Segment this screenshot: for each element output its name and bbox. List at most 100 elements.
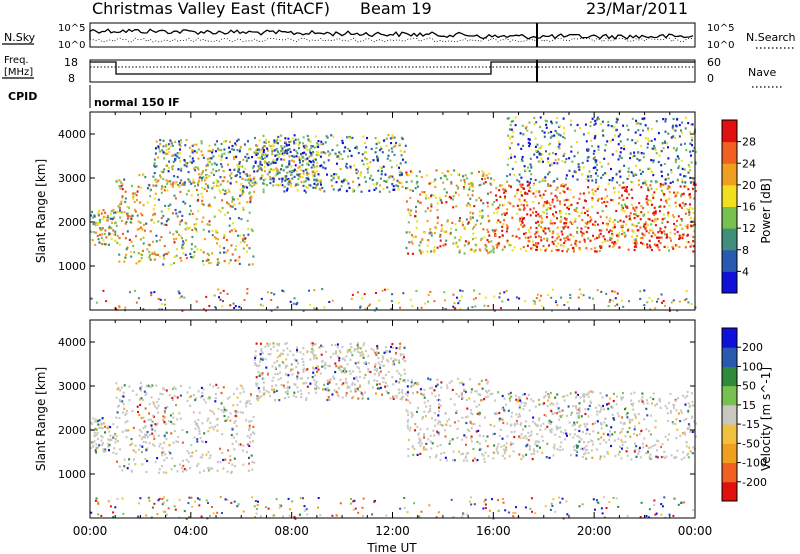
echo-cell	[474, 223, 477, 226]
echo-cell	[337, 366, 340, 370]
echo-cell	[563, 304, 566, 306]
echo-cell	[150, 294, 153, 297]
echo-cell	[124, 237, 127, 240]
echo-cell	[311, 376, 314, 379]
echo-cell	[213, 294, 216, 297]
echo-cell	[208, 426, 211, 429]
echo-cell	[221, 180, 224, 183]
echo-cell	[560, 210, 563, 213]
echo-cell	[516, 204, 519, 207]
echo-cell	[163, 459, 166, 462]
echo-cell	[631, 181, 634, 184]
echo-cell	[459, 217, 461, 220]
echo-cell	[629, 152, 632, 155]
echo-cell	[456, 436, 459, 439]
echo-cell	[643, 289, 646, 292]
echo-cell	[208, 254, 210, 257]
echo-cell	[622, 209, 624, 212]
echo-cell	[297, 183, 300, 186]
echo-cell	[522, 436, 525, 439]
echo-cell	[656, 449, 658, 452]
echo-cell	[323, 364, 326, 367]
echo-cell	[555, 245, 558, 248]
echo-cell	[639, 226, 642, 229]
echo-cell	[415, 290, 418, 292]
echo-cell	[364, 391, 367, 394]
colorbar-tick-label: 4	[742, 265, 749, 278]
echo-cell	[213, 215, 216, 218]
echo-cell	[189, 455, 192, 458]
echo-cell	[603, 197, 606, 200]
echo-cell	[302, 347, 305, 350]
echo-cell	[265, 155, 268, 158]
echo-cell	[314, 382, 317, 385]
echo-cell	[207, 430, 210, 433]
echo-cell	[585, 230, 588, 234]
echo-cell	[450, 380, 453, 383]
echo-cell	[264, 160, 267, 163]
echo-cell	[430, 231, 433, 235]
echo-cell	[224, 189, 227, 192]
echo-cell	[273, 168, 276, 171]
echo-cell	[107, 438, 110, 441]
echo-cell	[411, 415, 414, 418]
echo-cell	[680, 159, 683, 162]
echo-cell	[294, 138, 297, 141]
echo-cell	[540, 217, 543, 220]
echo-cell	[247, 140, 249, 143]
echo-cell	[188, 213, 191, 216]
echo-cell	[242, 170, 245, 173]
echo-cell	[282, 150, 285, 153]
echo-cell	[348, 186, 351, 189]
echo-cell	[311, 152, 314, 155]
echo-cell	[649, 167, 652, 170]
colorbar-segment	[722, 141, 737, 164]
echo-cell	[282, 290, 285, 293]
echo-cell	[180, 139, 182, 142]
echo-cell	[376, 181, 379, 184]
echo-cell	[261, 157, 264, 160]
echo-cell	[349, 358, 352, 361]
echo-cell	[207, 417, 210, 420]
echo-cell	[246, 443, 249, 446]
echo-cell	[434, 419, 437, 422]
echo-cell	[222, 386, 225, 389]
echo-cell	[227, 163, 229, 166]
echo-cell	[604, 143, 607, 147]
echo-cell	[363, 376, 366, 379]
echo-cell	[100, 228, 103, 231]
echo-cell	[376, 347, 379, 350]
echo-cell	[585, 457, 588, 460]
echo-cell	[543, 131, 546, 134]
echo-cell	[252, 440, 255, 443]
echo-cell	[283, 158, 285, 161]
echo-cell	[248, 399, 251, 403]
echo-cell	[679, 173, 682, 176]
echo-cell	[628, 426, 631, 429]
echo-cell	[683, 168, 686, 171]
echo-cell	[526, 192, 529, 195]
echo-cell	[336, 392, 339, 395]
echo-cell	[487, 230, 490, 234]
echo-cell	[525, 200, 528, 204]
echo-cell	[246, 174, 249, 177]
echo-cell	[191, 144, 194, 147]
echo-cell	[201, 171, 204, 174]
echo-cell	[237, 166, 239, 169]
echo-cell	[378, 382, 381, 386]
echo-cell	[660, 230, 663, 234]
echo-cell	[611, 234, 614, 237]
echo-cell	[677, 397, 680, 400]
echo-cell	[559, 192, 562, 195]
echo-cell	[590, 247, 593, 251]
echo-cell	[560, 215, 563, 218]
echo-cell	[424, 210, 427, 213]
echo-cell	[327, 150, 330, 153]
echo-cell	[345, 377, 347, 381]
echo-cell	[151, 432, 154, 435]
echo-cell	[485, 249, 488, 252]
echo-cell	[235, 440, 238, 443]
echo-cell	[487, 454, 490, 458]
echo-cell	[497, 219, 500, 222]
echo-cell	[206, 252, 209, 255]
